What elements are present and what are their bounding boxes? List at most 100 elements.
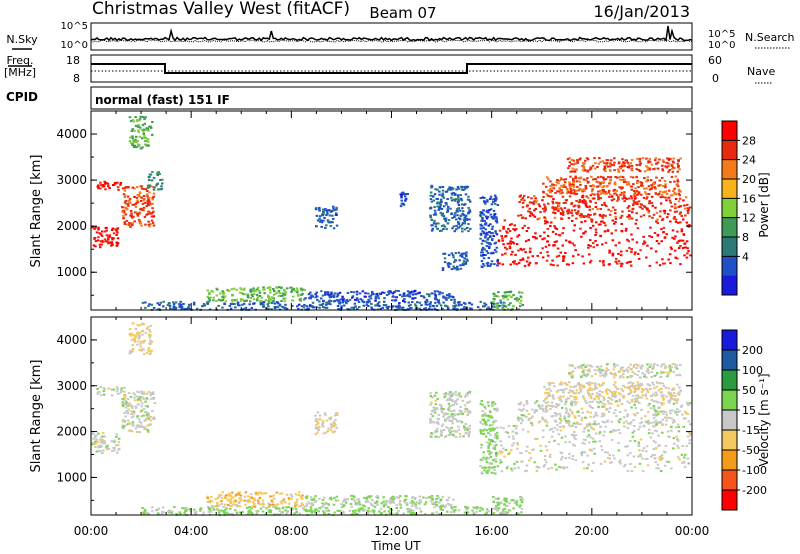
- range-gate-cell: [587, 244, 590, 247]
- range-gate-cell: [689, 423, 692, 426]
- range-gate-cell: [599, 220, 603, 223]
- range-gate-cell: [598, 440, 601, 443]
- range-gate-cell: [618, 400, 622, 403]
- range-gate-cell: [381, 306, 384, 309]
- range-gate-cell: [446, 306, 450, 309]
- range-gate-cell: [418, 307, 422, 310]
- range-gate-cell: [252, 287, 255, 290]
- range-gate-cell: [174, 306, 178, 309]
- range-gate-cell: [445, 418, 448, 421]
- range-gate-cell: [521, 291, 524, 294]
- range-gate-cell: [573, 415, 577, 418]
- range-gate-cell: [501, 263, 505, 266]
- range-gate-cell: [122, 425, 126, 428]
- range-gate-cell: [128, 402, 131, 405]
- range-gate-cell: [627, 181, 630, 184]
- range-gate-cell: [569, 192, 572, 194]
- range-gate-cell: [576, 422, 580, 425]
- range-gate-cell: [168, 509, 172, 512]
- range-gate-cell: [539, 407, 542, 410]
- range-gate-cell: [119, 183, 122, 186]
- range-gate-cell: [138, 126, 142, 129]
- range-gate-cell: [584, 204, 588, 207]
- range-gate-cell: [482, 456, 485, 459]
- range-gate-cell: [684, 207, 687, 210]
- range-gate-cell: [366, 509, 369, 512]
- range-gate-cell: [640, 408, 643, 411]
- range-gate-cell: [591, 164, 595, 167]
- range-gate-cell: [130, 410, 133, 413]
- range-gate-cell: [429, 215, 432, 218]
- range-gate-cell: [541, 408, 544, 410]
- range-gate-cell: [270, 308, 273, 311]
- range-gate-cell: [481, 429, 485, 432]
- range-gate-cell: [588, 422, 592, 425]
- range-gate-cell: [627, 261, 631, 264]
- range-gate-cell: [558, 426, 562, 428]
- range-gate-cell: [156, 302, 159, 305]
- range-gate-cell: [268, 301, 271, 304]
- range-gate-cell: [651, 182, 655, 185]
- range-gate-cell: [629, 422, 632, 425]
- range-gate-cell: [156, 174, 160, 177]
- range-gate-cell: [661, 169, 665, 172]
- range-gate-cell: [212, 508, 216, 511]
- range-gate-cell: [142, 393, 146, 396]
- range-gate-cell: [537, 203, 541, 206]
- range-gate-cell: [101, 230, 104, 233]
- range-gate-cell: [579, 157, 582, 160]
- range-gate-cell: [661, 423, 664, 426]
- scatter-region: [141, 300, 506, 311]
- range-gate-cell: [274, 292, 277, 295]
- range-gate-cell: [450, 298, 453, 301]
- range-gate-cell: [432, 421, 435, 424]
- range-gate-cell: [646, 464, 650, 467]
- range-gate-cell: [543, 203, 546, 206]
- range-gate-cell: [126, 398, 130, 401]
- range-gate-cell: [484, 202, 487, 205]
- range-gate-cell: [141, 396, 144, 399]
- range-gate-cell: [237, 491, 240, 494]
- range-gate-cell: [350, 498, 354, 501]
- range-gate-cell: [542, 410, 545, 413]
- range-gate-cell: [488, 209, 491, 211]
- range-gate-cell: [124, 406, 128, 409]
- range-gate-cell: [459, 267, 463, 270]
- range-gate-cell: [589, 167, 593, 170]
- range-gate-cell: [243, 287, 246, 290]
- range-gate-cell: [632, 455, 636, 458]
- range-gate-cell: [626, 400, 629, 403]
- range-gate-cell: [493, 242, 497, 245]
- range-gate-cell: [117, 441, 121, 444]
- range-gate-cell: [110, 388, 113, 391]
- range-gate-cell: [488, 231, 491, 233]
- range-gate-cell: [679, 211, 682, 214]
- range-gate-cell: [122, 217, 125, 220]
- range-gate-cell: [565, 199, 568, 202]
- range-gate-cell: [631, 176, 635, 179]
- range-gate-cell: [611, 254, 615, 257]
- range-gate-cell: [684, 196, 688, 199]
- range-gate-cell: [377, 304, 380, 307]
- range-gate-cell: [387, 506, 390, 508]
- range-gate-cell: [602, 264, 605, 267]
- range-gate-cell: [235, 505, 239, 508]
- range-gate-cell: [122, 214, 125, 217]
- range-gate-cell: [464, 432, 467, 435]
- range-gate-cell: [479, 215, 483, 218]
- range-gate-cell: [553, 206, 556, 209]
- range-gate-cell: [626, 161, 629, 164]
- range-gate-cell: [539, 235, 542, 238]
- range-gate-cell: [610, 420, 613, 423]
- range-gate-cell: [97, 236, 100, 239]
- range-gate-cell: [206, 501, 210, 504]
- range-gate-cell: [258, 289, 261, 292]
- range-gate-cell: [578, 188, 582, 191]
- range-gate-cell: [566, 190, 569, 192]
- range-gate-cell: [97, 228, 100, 231]
- range-gate-cell: [678, 458, 681, 461]
- range-gate-cell: [682, 247, 685, 249]
- range-gate-cell: [189, 308, 192, 311]
- range-gate-cell: [325, 419, 329, 422]
- range-gate-cell: [137, 391, 141, 394]
